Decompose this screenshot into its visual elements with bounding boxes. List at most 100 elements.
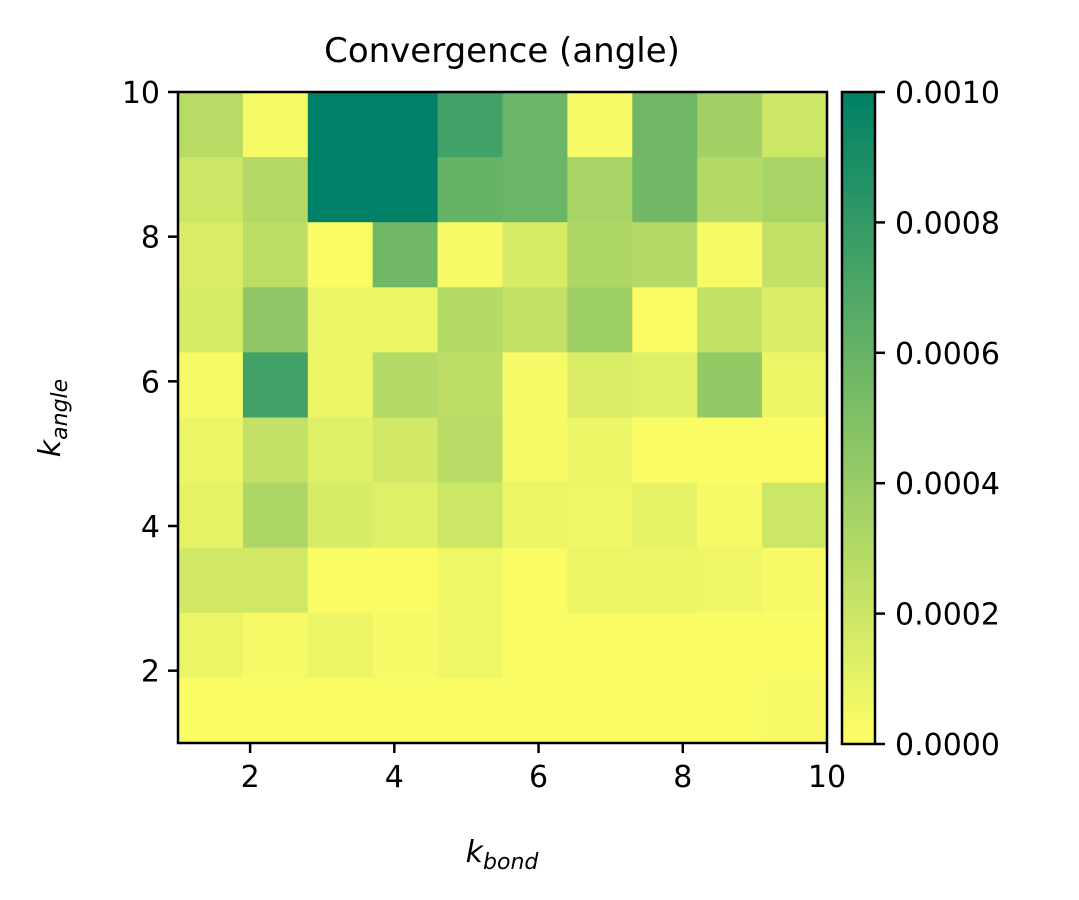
heatmap-cell	[502, 92, 568, 158]
colorbar-tick-label: 0.0008	[895, 206, 1000, 241]
heatmap-cell	[178, 417, 244, 484]
heatmap-cells	[178, 92, 828, 744]
heatmap-cell	[437, 92, 504, 158]
heatmap-cell	[307, 612, 374, 679]
heatmap-cell	[762, 417, 828, 484]
heatmap-cell	[502, 222, 568, 288]
heatmap-cell	[242, 482, 309, 549]
heatmap-cell	[242, 612, 309, 679]
heatmap-cell	[437, 417, 504, 484]
heatmap-cell	[178, 352, 244, 419]
heatmap-cell	[762, 287, 828, 353]
heatmap-cell	[437, 612, 504, 679]
heatmap-cell	[178, 287, 244, 353]
heatmap-cell	[632, 417, 698, 484]
heatmap-cell	[372, 677, 439, 744]
heatmap-cell	[697, 222, 763, 288]
heatmap-cell	[697, 352, 763, 419]
y-tick-label: 6	[141, 365, 160, 400]
colorbar-tick-label: 0.0006	[895, 337, 1000, 372]
heatmap-cell	[632, 157, 698, 223]
heatmap-cell	[437, 547, 504, 614]
heatmap-cell	[567, 92, 633, 158]
heatmap-cell	[632, 287, 698, 353]
heatmap-cell	[372, 482, 439, 549]
heatmap-cell	[502, 157, 568, 223]
heatmap-cell	[178, 482, 244, 549]
heatmap-cell	[697, 612, 763, 679]
x-tick-label: 2	[241, 760, 260, 795]
chart-title: Convergence (angle)	[324, 31, 680, 71]
heatmap-cell	[307, 352, 374, 419]
colorbar	[842, 92, 875, 744]
heatmap-cell	[502, 677, 568, 744]
heatmap-cell	[632, 482, 698, 549]
heatmap-cell	[307, 482, 374, 549]
heatmap-cell	[242, 417, 309, 484]
y-tick-label: 4	[141, 510, 160, 545]
heatmap-cell	[567, 352, 633, 419]
heatmap-cell	[178, 547, 244, 614]
heatmap-cell	[307, 547, 374, 614]
heatmap-cell	[632, 222, 698, 288]
heatmap-cell	[632, 612, 698, 679]
heatmap-cell	[437, 352, 504, 419]
x-tick-label: 6	[529, 760, 548, 795]
heatmap-cell	[502, 612, 568, 679]
heatmap-cell	[307, 417, 374, 484]
heatmap-cell	[502, 352, 568, 419]
heatmap-cell	[178, 92, 244, 158]
colorbar-tick-label: 0.0004	[895, 467, 1000, 502]
heatmap-cell	[697, 417, 763, 484]
heatmap-cell	[242, 677, 309, 744]
heatmap-cell	[437, 157, 504, 223]
heatmap-cell	[762, 352, 828, 419]
heatmap-cell	[502, 287, 568, 353]
heatmap-cell	[372, 92, 439, 158]
heatmap-cell	[437, 222, 504, 288]
heatmap-cell	[242, 547, 309, 614]
heatmap-cell	[372, 222, 439, 288]
colorbar-tick-label: 0.0010	[895, 76, 1000, 111]
heatmap-cell	[502, 547, 568, 614]
heatmap-cell	[178, 612, 244, 679]
heatmap-cell	[567, 547, 633, 614]
heatmap-cell	[632, 352, 698, 419]
heatmap-cell	[307, 157, 374, 223]
x-tick-label: 4	[385, 760, 404, 795]
heatmap-cell	[178, 157, 244, 223]
heatmap-cell	[307, 677, 374, 744]
heatmap-cell	[567, 287, 633, 353]
heatmap-cell	[372, 417, 439, 484]
y-axis-label-base: k	[33, 438, 68, 457]
y-axis-ticks: 2 4 6 8 10	[122, 76, 178, 690]
x-axis-label-base: k	[466, 835, 485, 870]
heatmap-cell	[762, 547, 828, 614]
x-axis-ticks: 2 4 6 8 10	[241, 743, 846, 795]
colorbar-ticks: 0.0000 0.0002 0.0004 0.0006 0.0008 0.0010	[875, 76, 1000, 763]
heatmap-cell	[437, 677, 504, 744]
colorbar-frame	[840, 90, 877, 746]
heatmap-cell	[242, 352, 309, 419]
heatmap-cell	[372, 157, 439, 223]
heatmap-cell	[762, 222, 828, 288]
heatmap-cell	[242, 222, 309, 288]
plot-frame	[176, 90, 829, 745]
heatmap-cell	[567, 612, 633, 679]
heatmap-cell	[697, 287, 763, 353]
heatmap-cell	[697, 92, 763, 158]
colorbar-tick-label: 0.0002	[895, 598, 1000, 633]
heatmap-cell	[242, 157, 309, 223]
heatmap-cell	[567, 677, 633, 744]
y-tick-label: 10	[122, 76, 160, 111]
y-tick-label: 8	[141, 221, 160, 256]
heatmap-cell	[437, 482, 504, 549]
heatmap-cell	[567, 482, 633, 549]
heatmap-cell	[372, 287, 439, 353]
heatmap-cell	[242, 287, 309, 353]
heatmap-cell	[437, 287, 504, 353]
x-tick-label: 8	[673, 760, 692, 795]
y-tick-label: 2	[141, 655, 160, 690]
heatmap-cell	[762, 92, 828, 158]
